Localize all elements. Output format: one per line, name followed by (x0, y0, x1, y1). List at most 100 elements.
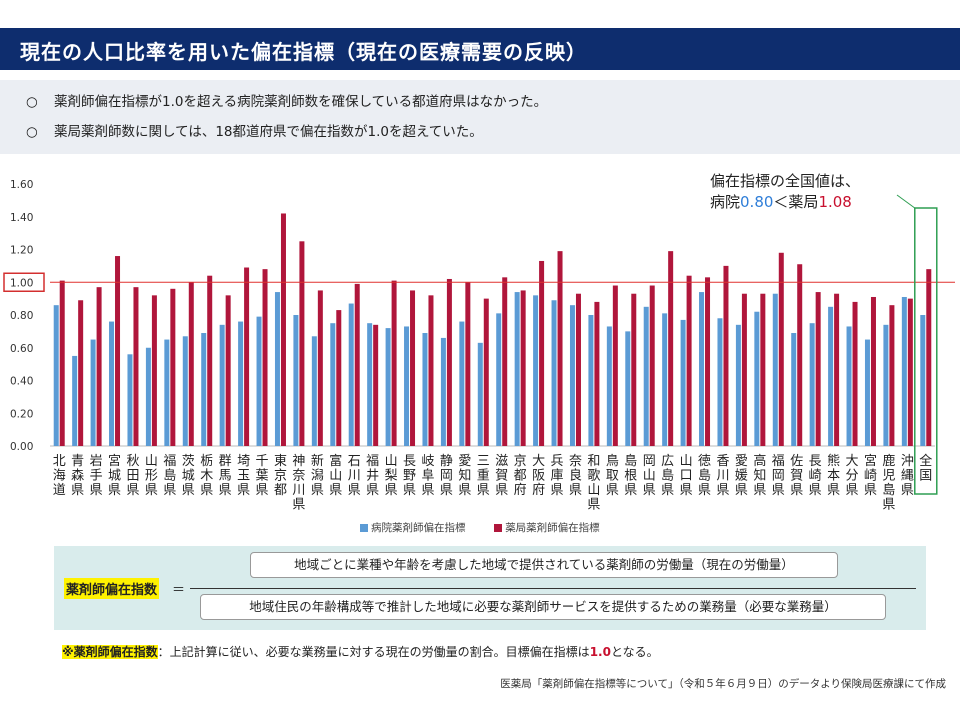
x-tick-label-char: 奈 (292, 469, 305, 484)
bar-pharmacy (889, 305, 895, 446)
x-tick-label-char: 県 (256, 483, 269, 498)
x-tick-label-char: 川 (292, 483, 305, 498)
bar-pharmacy (465, 282, 471, 446)
x-tick-label-char: 北 (53, 454, 66, 469)
x-tick-label-char: 県 (790, 483, 803, 498)
x-tick-label-char: 山 (587, 483, 600, 498)
formula-equals: ＝ (172, 583, 186, 598)
x-tick-label-char: 県 (237, 483, 250, 498)
bar-pharmacy (207, 275, 213, 446)
x-tick-label-char: 阜 (421, 468, 434, 484)
bar-pharmacy (262, 269, 268, 446)
bar-hospital (201, 333, 207, 446)
x-tick-label-char: 新 (311, 453, 324, 469)
x-tick-label-char: 県 (348, 483, 361, 498)
x-tick-label-char: 葉 (256, 469, 269, 484)
bar-hospital (219, 324, 225, 446)
x-tick-label-char: 京 (274, 469, 287, 484)
legend-label-pharmacy: 薬局薬剤師偏在指標 (505, 522, 600, 534)
x-tick-label-char: 島 (661, 469, 674, 484)
footnote-highlight: ※薬剤師偏在指数 (62, 645, 158, 659)
x-tick-label-char: 県 (366, 483, 379, 498)
x-tick-label-char: 岡 (643, 454, 656, 469)
bar-pharmacy (428, 295, 434, 446)
bar-pharmacy (778, 252, 784, 446)
x-tick-label-char: 長 (809, 454, 822, 469)
x-tick-label-char: 崎 (864, 469, 877, 484)
bar-hospital (293, 315, 299, 446)
x-tick-label-char: 県 (882, 498, 895, 513)
x-tick-label-char: 口 (680, 469, 693, 484)
bar-hospital (901, 296, 907, 446)
x-tick-label-char: 滋 (495, 454, 508, 469)
x-tick-label-char: 馬 (219, 469, 232, 484)
x-tick-label-char: 福 (772, 454, 785, 469)
y-tick-label: 1.20 (10, 245, 33, 257)
y-tick-label: 0.20 (10, 408, 33, 420)
x-tick-label-char: 県 (385, 483, 398, 498)
bar-pharmacy (115, 256, 121, 446)
summary-panel: ○ 薬剤師偏在指標が1.0を超える病院薬剤師数を確保している都道府県はなかった。 … (0, 80, 960, 154)
x-tick-label-char: 井 (366, 469, 379, 484)
x-tick-label-char: 大 (846, 454, 859, 469)
formula-panel: 薬剤師偏在指数 ＝ 地域ごとに業種や年齢を考慮した地域で提供されている薬剤師の労… (54, 546, 926, 630)
x-tick-label-char: 全 (919, 453, 932, 469)
bar-pharmacy (446, 278, 452, 446)
x-tick-label-char: 佐 (790, 454, 803, 469)
x-tick-label-char: 県 (827, 483, 840, 498)
x-tick-label-char: 三 (477, 454, 490, 469)
x-tick-label-char: 福 (366, 454, 379, 469)
x-tick-label-char: 島 (882, 483, 895, 498)
bullet-text: 薬剤師偏在指標が1.0を超える病院薬剤師数を確保している都道府県はなかった。 (54, 94, 548, 110)
bar-hospital (551, 300, 557, 446)
x-tick-label-char: 沖 (901, 454, 914, 469)
x-tick-label-char: 県 (219, 483, 232, 498)
bar-pharmacy (299, 241, 305, 446)
x-tick-label-char: 良 (569, 468, 582, 484)
bar-hospital (385, 328, 391, 446)
page-title: 現在の人口比率を用いた偏在指標（現在の医療需要の反映） (20, 40, 587, 64)
callout-hospital-value: 0.80 (740, 193, 774, 211)
x-tick-label-char: 庫 (551, 469, 564, 484)
formula-denominator: 地域住民の年齢構成等で推計した地域に必要な薬剤師サービスを提供するための業務量（… (200, 594, 886, 620)
bullet-mark: ○ (26, 124, 38, 140)
bar-pharmacy (317, 290, 323, 446)
fraction-line (190, 588, 916, 589)
x-tick-label-char: 都 (514, 469, 527, 484)
bullet-mark: ○ (26, 94, 38, 110)
x-tick-label-char: 県 (606, 483, 619, 498)
x-tick-label-char: 県 (440, 483, 453, 498)
bar-pharmacy (926, 269, 932, 446)
formula-label: 薬剤師偏在指数 (64, 578, 160, 599)
x-tick-label-char: 和 (587, 454, 600, 469)
y-tick-label: 1.00 (10, 277, 33, 289)
x-tick-label-char: 海 (53, 469, 66, 484)
bar-hospital (182, 336, 188, 446)
legend-label-hospital: 病院薬剤師偏在指標 (371, 522, 466, 534)
x-tick-label-char: 福 (163, 454, 176, 469)
bar-hospital (846, 326, 852, 446)
bar-hospital (330, 323, 336, 446)
header-bar: 現在の人口比率を用いた偏在指標（現在の医療需要の反映） (0, 28, 960, 70)
x-tick-label-char: 兵 (551, 454, 564, 469)
x-tick-label-char: 媛 (735, 469, 748, 484)
x-tick-label-char: 岐 (421, 454, 434, 469)
x-tick-label-char: 山 (680, 454, 693, 469)
bar-pharmacy (575, 293, 581, 446)
bar-pharmacy (557, 251, 563, 446)
bar-hospital (256, 316, 262, 446)
callout-line1: 偏在指標の全国値は、 (710, 172, 861, 190)
x-tick-label-char: 香 (716, 454, 729, 469)
x-tick-label-char: 石 (348, 454, 361, 469)
x-tick-label-char: 県 (458, 483, 471, 498)
x-tick-label-char: 神 (292, 454, 305, 469)
x-tick-label-char: 県 (698, 483, 711, 498)
bar-chart: 0.00 0.20 0.40 0.60 0.80 1.00 1.20 1.40 1.60 北海道青… (3, 179, 955, 513)
bar-hospital (625, 331, 631, 446)
x-tick-label-char: 県 (403, 483, 416, 498)
bar-pharmacy (188, 282, 194, 446)
bar-hospital (459, 321, 465, 446)
bar-hospital (588, 315, 594, 446)
x-tick-label-char: 大 (532, 454, 545, 469)
x-tick-label-char: 鳥 (606, 454, 619, 469)
